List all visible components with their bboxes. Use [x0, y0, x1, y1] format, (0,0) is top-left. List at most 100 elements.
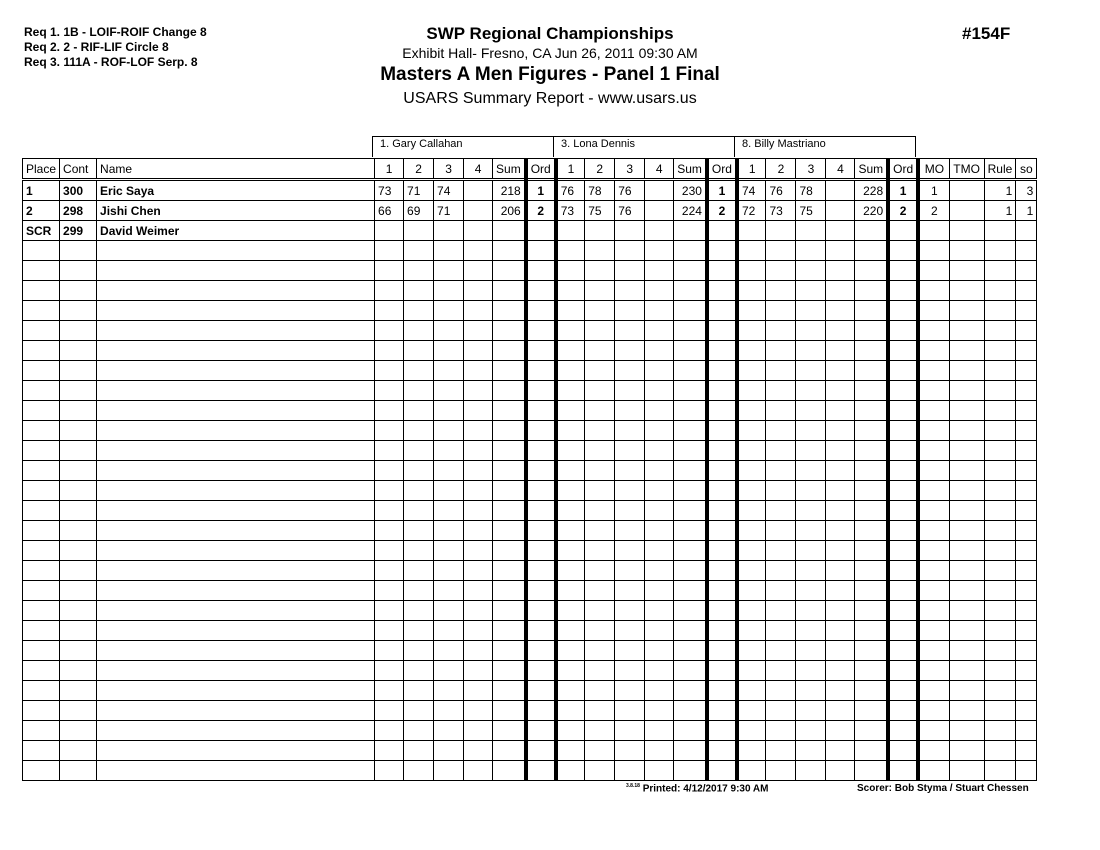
place-cell: [21, 580, 61, 601]
judge3-score-cell: [765, 380, 797, 401]
rule-cell: [983, 500, 1017, 521]
place-cell: [21, 280, 61, 301]
judge2-score-cell: 76: [614, 179, 646, 201]
tmo-cell: [948, 500, 985, 521]
tmo-cell: [948, 440, 985, 461]
cont-cell: [59, 640, 98, 661]
judge2-score-cell: [673, 640, 709, 661]
judge2-score-cell: [644, 380, 675, 401]
judge1-score-cell: [463, 320, 494, 341]
judge3-score-cell: [854, 740, 891, 761]
mo-cell: [917, 220, 950, 241]
place-cell: SCR: [21, 220, 61, 241]
judge2-score-cell: [614, 340, 646, 361]
so-cell: [1015, 620, 1038, 641]
name-cell: [96, 680, 376, 701]
judge3-score-cell: [765, 480, 797, 501]
judge1-score-cell: [433, 760, 465, 781]
judge1-score-cell: [433, 540, 465, 561]
judge3-score-cell: [854, 280, 891, 301]
judge1-score-cell: [463, 700, 494, 721]
so-cell: [1015, 220, 1038, 241]
so-cell: [1015, 340, 1038, 361]
rule-cell: [983, 280, 1017, 301]
judge2-score-cell: [673, 540, 709, 561]
judge3-score-cell: [736, 380, 767, 401]
so-cell: [1015, 420, 1038, 441]
judge2-score-cell: 76: [555, 179, 586, 201]
place-cell: [21, 520, 61, 541]
place-cell: [21, 380, 61, 401]
so-cell: [1015, 480, 1038, 501]
judge1-score-cell: [492, 740, 528, 761]
judge2-score-cell: [614, 220, 646, 241]
judge2-score-cell: [706, 660, 739, 681]
judge2-score-cell: [584, 560, 616, 581]
judge3-score-cell: 228: [854, 179, 891, 201]
cont-cell: [59, 500, 98, 521]
judge3-score-cell: [736, 620, 767, 641]
judge3-score-cell: [825, 680, 856, 701]
rule-cell: [983, 580, 1017, 601]
judge3-score-cell: [854, 500, 891, 521]
judge3-score-cell: [854, 600, 891, 621]
judge3-score-cell: [887, 320, 921, 341]
rule-cell: [983, 260, 1017, 281]
judge3-score-cell: [825, 440, 856, 461]
judge2-score-cell: [706, 300, 739, 321]
rule-cell: [983, 220, 1017, 241]
tmo-cell: [948, 560, 985, 581]
printed-date: Printed: 4/12/2017 9:30 AM: [642, 783, 769, 795]
rule-cell: [983, 460, 1017, 481]
name-cell: [96, 720, 376, 741]
judge1-score-cell: [374, 640, 405, 661]
judge2-score-cell: [614, 240, 646, 261]
judge2-score-cell: [644, 720, 675, 741]
judge2-score-cell: [644, 700, 675, 721]
judge1-score-cell: [492, 520, 528, 541]
cont-cell: [59, 660, 98, 681]
judge3-score-cell: 220: [854, 200, 891, 221]
tmo-cell: [948, 680, 985, 701]
judge1-score-cell: [463, 560, 494, 581]
judge3-score-cell: [854, 760, 891, 781]
judge1-score-cell: [492, 260, 528, 281]
so-cell: [1015, 660, 1038, 681]
judge1-score-cell: [463, 520, 494, 541]
judge2-score-cell: [584, 240, 616, 261]
judge3-score-cell: [825, 600, 856, 621]
name-cell: [96, 600, 376, 621]
judge1-score-cell: [403, 680, 435, 701]
judge1-score-cell: [403, 760, 435, 781]
tmo-cell: [948, 360, 985, 381]
judge3-score-cell: [736, 660, 767, 681]
judge1-score-cell: [463, 600, 494, 621]
judge2-score-cell: [614, 400, 646, 421]
name-cell: [96, 280, 376, 301]
judge1-score-cell: 1: [525, 179, 558, 201]
judge1-score-cell: [492, 340, 528, 361]
table-row: [21, 380, 1038, 401]
judge2-score-cell: [584, 540, 616, 561]
judge3-score-cell: [736, 580, 767, 601]
judge1-score-cell: [433, 300, 465, 321]
judge3-score-cell: [887, 740, 921, 761]
judge2-score-cell: [673, 420, 709, 441]
judge1-score-cell: [433, 560, 465, 581]
col-judge1-0: 1: [374, 158, 405, 181]
mo-cell: [917, 360, 950, 381]
judge1-score-cell: [525, 640, 558, 661]
judge2-score-cell: [614, 520, 646, 541]
judge1-score-cell: [463, 220, 494, 241]
tmo-cell: [948, 240, 985, 261]
judge2-score-cell: [555, 300, 586, 321]
judge1-score-cell: [463, 580, 494, 601]
col-judge3-3: 4: [825, 158, 856, 181]
judge1-score-cell: [374, 440, 405, 461]
judge1-score-cell: [433, 740, 465, 761]
table-row: 1 300 Eric Saya 73 71 74 218 1 76 78 76 230 1 74 76 78 2…: [21, 179, 1038, 201]
judge2-score-cell: [673, 680, 709, 701]
table-row: [21, 460, 1038, 481]
judge3-score-cell: [736, 700, 767, 721]
tmo-cell: [948, 720, 985, 741]
